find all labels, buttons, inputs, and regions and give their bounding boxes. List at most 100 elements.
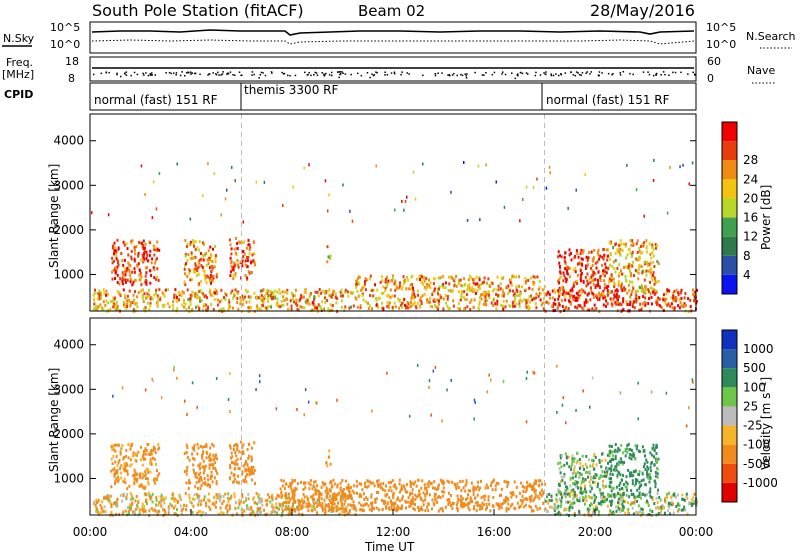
heatmap-cell	[643, 241, 646, 245]
heatmap-cell	[536, 275, 539, 279]
heatmap-cell	[140, 241, 143, 245]
heatmap-cell	[287, 504, 290, 508]
heatmap-cell	[139, 472, 142, 476]
heatmap-cell	[554, 302, 557, 306]
heatmap-cell	[405, 483, 408, 487]
heatmap-cell	[545, 509, 548, 513]
heatmap-cell	[589, 470, 591, 474]
heatmap-cell	[400, 484, 403, 488]
heatmap-cell	[244, 496, 247, 500]
heatmap-cell	[277, 507, 280, 511]
heatmap-cell	[193, 457, 196, 461]
heatmap-cell	[601, 469, 604, 473]
heatmap-cell	[130, 301, 132, 304]
heatmap-cell	[115, 255, 118, 259]
heatmap-cell	[123, 462, 126, 466]
heatmap-cell	[647, 476, 650, 480]
heatmap-cell	[673, 290, 676, 293]
heatmap-cell	[439, 276, 442, 280]
heatmap-cell	[656, 298, 659, 302]
heatmap-cell	[389, 279, 392, 283]
heatmap-cell	[285, 482, 288, 486]
nave-dot	[474, 71, 476, 74]
heatmap-cell	[635, 447, 638, 451]
heatmap-cell	[627, 501, 629, 505]
heatmap-cell	[628, 289, 630, 293]
heatmap-cell	[129, 508, 132, 511]
heatmap-cell	[418, 492, 421, 496]
heatmap-cell	[342, 492, 345, 495]
heatmap-cell	[122, 467, 125, 471]
heatmap-cell	[403, 297, 406, 301]
heatmap-cell	[314, 501, 317, 505]
heatmap-cell	[93, 291, 96, 295]
heatmap-cell	[144, 388, 147, 392]
heatmap-cell	[424, 494, 427, 498]
heatmap-cell	[561, 287, 564, 291]
heatmap-cell	[450, 378, 452, 382]
heatmap-cell	[367, 484, 370, 488]
heatmap-cell	[208, 499, 211, 503]
heatmap-cell	[590, 487, 593, 490]
nave-dot	[323, 73, 325, 75]
heatmap-cell	[176, 307, 179, 311]
heatmap-cell	[362, 509, 365, 513]
x-axis-label: Time UT	[364, 540, 415, 554]
heatmap-cell	[137, 252, 140, 255]
heatmap-cell	[645, 492, 648, 496]
nave-dot	[193, 72, 196, 75]
heatmap-cell	[671, 292, 674, 296]
heatmap-cell	[550, 494, 553, 498]
nave-dot	[251, 71, 254, 73]
heatmap-cell	[124, 280, 127, 284]
heatmap-cell	[144, 452, 147, 456]
heatmap-cell	[401, 287, 404, 291]
heatmap-cell	[474, 401, 476, 405]
heatmap-cell	[560, 492, 562, 496]
heatmap-cell	[574, 305, 577, 309]
heatmap-cell	[405, 506, 407, 510]
heatmap-cell	[645, 269, 648, 273]
heatmap-cell	[666, 495, 668, 499]
heatmap-cell	[200, 264, 203, 268]
heatmap-cell	[404, 490, 407, 494]
heatmap-cell	[541, 482, 543, 486]
heatmap-cell	[423, 483, 426, 487]
heatmap-cell	[622, 297, 625, 301]
heatmap-cell	[574, 493, 576, 497]
heatmap-cell	[265, 290, 268, 294]
heatmap-cell	[256, 511, 259, 515]
heatmap-cell	[611, 264, 614, 268]
heatmap-cell	[600, 459, 603, 463]
heatmap-cell	[420, 498, 423, 502]
heatmap-cell	[183, 451, 186, 455]
heatmap-cell	[119, 277, 122, 281]
heatmap-cell	[525, 299, 528, 302]
heatmap-cell	[636, 258, 639, 262]
heatmap-cell	[651, 245, 653, 249]
heatmap-cell	[197, 304, 200, 308]
nave-dot	[149, 74, 152, 76]
heatmap-cell	[197, 283, 200, 287]
heatmap-cell	[236, 462, 239, 466]
heatmap-cell	[533, 281, 536, 285]
heatmap-cell	[572, 481, 575, 485]
heatmap-cell	[661, 504, 664, 508]
nave-dot	[485, 72, 487, 74]
heatmap-cell	[547, 500, 550, 504]
heatmap-cell	[117, 263, 120, 267]
heatmap-cell	[297, 308, 300, 312]
cpid-segment-1: normal (fast) 151 RF	[94, 93, 218, 107]
nave-dot	[227, 72, 229, 74]
heatmap-cell	[105, 293, 107, 297]
heatmap-cell	[115, 455, 118, 459]
heatmap-cell	[611, 299, 614, 302]
heatmap-cell	[273, 510, 276, 514]
heatmap-cell	[587, 511, 590, 515]
heatmap-cell	[680, 508, 683, 512]
heatmap-cell	[574, 298, 577, 302]
heatmap-cell	[370, 495, 373, 499]
heatmap-cell	[110, 485, 113, 489]
heatmap-cell	[572, 268, 575, 272]
heatmap-cell	[193, 446, 196, 450]
